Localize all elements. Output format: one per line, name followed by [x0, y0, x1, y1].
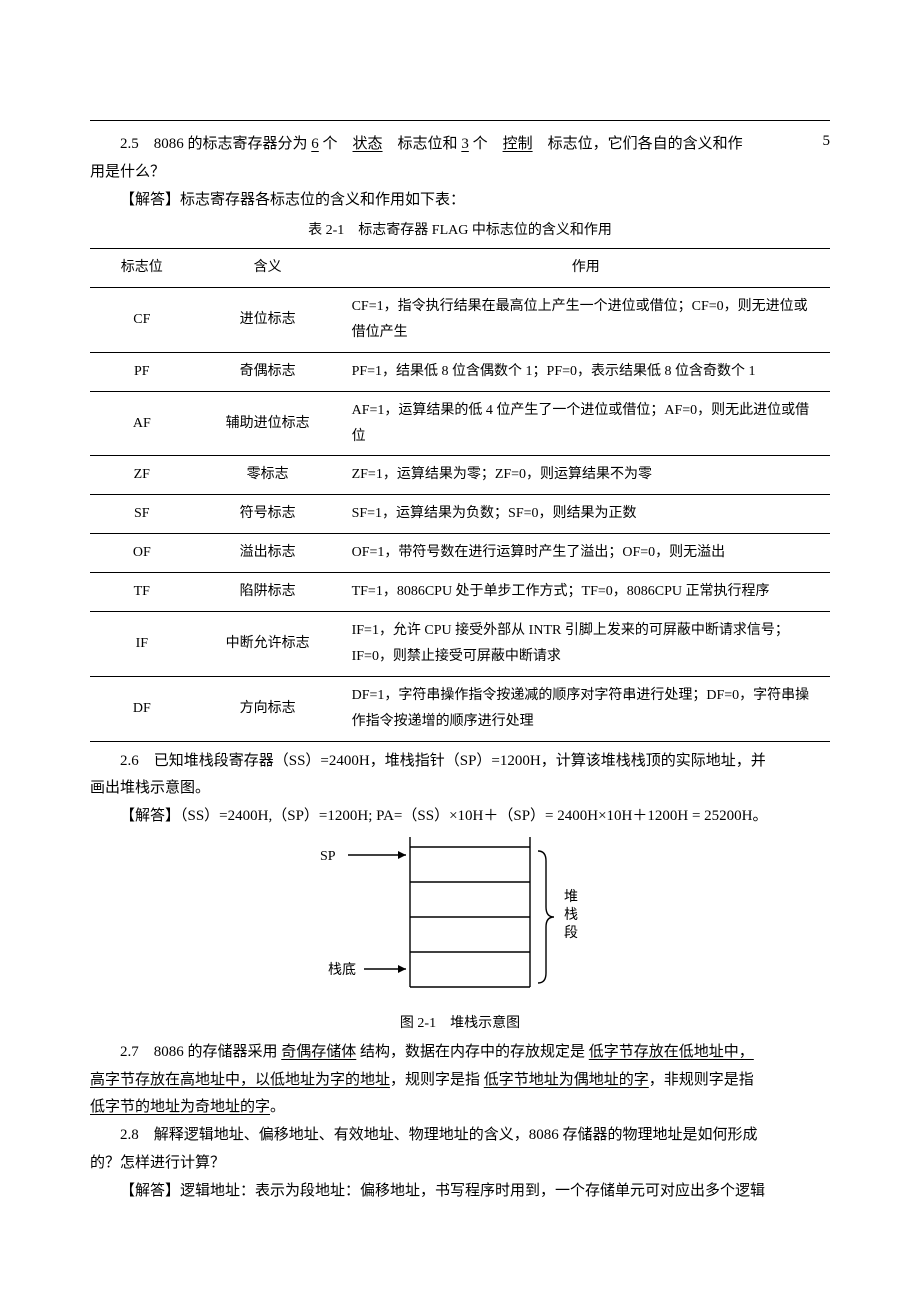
- cell-effect: OF=1，带符号数在进行运算时产生了溢出；OF=0，则无溢出: [342, 534, 830, 573]
- cell-meaning: 溢出标志: [194, 534, 342, 573]
- svg-text:SP: SP: [320, 849, 336, 864]
- cell-effect: ZF=1，运算结果为零；ZF=0，则运算结果不为零: [342, 456, 830, 495]
- cell-bit: CF: [90, 288, 194, 353]
- q25-pre: 2.5 8086 的标志寄存器分为: [120, 136, 311, 152]
- q25-mid2: 标志位和: [383, 136, 462, 152]
- table-row: IF中断允许标志IF=1，允许 CPU 接受外部从 INTR 引脚上发来的可屏蔽…: [90, 612, 830, 677]
- table-row: PF奇偶标志PF=1，结果低 8 位含偶数个 1；PF=0，表示结果低 8 位含…: [90, 352, 830, 391]
- table-row: SF符号标志SF=1，运算结果为负数；SF=0，则结果为正数: [90, 495, 830, 534]
- svg-text:栈底: 栈底: [328, 962, 356, 978]
- page-number: 5: [823, 128, 831, 156]
- table-row: AF辅助进位标志AF=1，运算结果的低 4 位产生了一个进位或借位；AF=0，则…: [90, 391, 830, 456]
- table-header-row: 标志位 含义 作用: [90, 249, 830, 288]
- q27-mid1: 结构，数据在内存中的存放规定是: [356, 1044, 589, 1060]
- q-2-8-line1: 2.8 解释逻辑地址、偏移地址、有效地址、物理地址的含义，8086 存储器的物理…: [90, 1122, 830, 1150]
- cell-meaning: 中断允许标志: [194, 612, 342, 677]
- cell-effect: TF=1，8086CPU 处于单步工作方式；TF=0，8086CPU 正常执行程…: [342, 573, 830, 612]
- cell-meaning: 辅助进位标志: [194, 391, 342, 456]
- q-2-6-line1: 2.6 已知堆栈段寄存器（SS）=2400H，堆栈指针（SP）=1200H，计算…: [90, 748, 830, 776]
- table-row: TF陷阱标志TF=1，8086CPU 处于单步工作方式；TF=0，8086CPU…: [90, 573, 830, 612]
- cell-effect: DF=1，字符串操作指令按递减的顺序对字符串进行处理；DF=0，字符串操作指令按…: [342, 676, 830, 741]
- q27-blank2: 低字节存放在低地址中，: [589, 1044, 754, 1060]
- q25-blank4: 控制: [503, 136, 533, 152]
- top-rule: [90, 120, 830, 121]
- table-row: ZF零标志ZF=1，运算结果为零；ZF=0，则运算结果不为零: [90, 456, 830, 495]
- q27-line2-mid: ，规则字是指: [390, 1072, 484, 1088]
- q27-pre: 2.7 8086 的存储器采用: [120, 1044, 281, 1060]
- q-2-5-line2: 用是什么？: [90, 159, 830, 187]
- cell-bit: IF: [90, 612, 194, 677]
- cell-bit: OF: [90, 534, 194, 573]
- flag-table: 标志位 含义 作用 CF进位标志CF=1，指令执行结果在最高位上产生一个进位或借…: [90, 248, 830, 741]
- cell-meaning: 方向标志: [194, 676, 342, 741]
- q25-post: 标志位，它们各自的含义和作: [533, 136, 743, 152]
- cell-bit: SF: [90, 495, 194, 534]
- stack-figure: SP 栈底 堆栈段 图 2-1 堆栈示意图: [290, 837, 630, 1037]
- q27-line3-blank: 低字节的地址为奇地址的字: [90, 1099, 270, 1115]
- cell-meaning: 陷阱标志: [194, 573, 342, 612]
- cell-bit: DF: [90, 676, 194, 741]
- q25-blank1: 6: [311, 136, 319, 152]
- q27-line2-post: ，非规则字是指: [649, 1072, 754, 1088]
- cell-effect: PF=1，结果低 8 位含偶数个 1；PF=0，表示结果低 8 位含奇数个 1: [342, 352, 830, 391]
- q25-blank3: 3: [461, 136, 469, 152]
- cell-bit: AF: [90, 391, 194, 456]
- q27-line3-post: 。: [270, 1099, 285, 1115]
- th-meaning: 含义: [194, 249, 342, 288]
- svg-text:段: 段: [564, 925, 578, 941]
- cell-effect: CF=1，指令执行结果在最高位上产生一个进位或借位；CF=0，则无进位或借位产生: [342, 288, 830, 353]
- q25-mid1: 个: [319, 136, 353, 152]
- q27-blank1: 奇偶存储体: [281, 1044, 356, 1060]
- q-2-7-line1: 2.7 8086 的存储器采用 奇偶存储体 结构，数据在内存中的存放规定是 低字…: [90, 1039, 830, 1067]
- th-bit: 标志位: [90, 249, 194, 288]
- q25-blank2: 状态: [353, 136, 383, 152]
- cell-effect: IF=1，允许 CPU 接受外部从 INTR 引脚上发来的可屏蔽中断请求信号；I…: [342, 612, 830, 677]
- q-2-7-line3: 低字节的地址为奇地址的字。: [90, 1094, 830, 1122]
- q-2-8-line2: 的？怎样进行计算？: [90, 1150, 830, 1178]
- q25-mid3: 个: [469, 136, 503, 152]
- cell-effect: SF=1，运算结果为负数；SF=0，则结果为正数: [342, 495, 830, 534]
- q-2-5-answer-lead: 【解答】标志寄存器各标志位的含义和作用如下表：: [90, 187, 830, 215]
- th-effect: 作用: [342, 249, 830, 288]
- table-row: CF进位标志CF=1，指令执行结果在最高位上产生一个进位或借位；CF=0，则无进…: [90, 288, 830, 353]
- svg-text:栈: 栈: [564, 907, 578, 923]
- q-2-6-answer: 【解答】（SS）=2400H,（SP）=1200H; PA=（SS）×10H＋（…: [90, 803, 830, 831]
- q-2-5: 2.5 8086 的标志寄存器分为 6 个 状态 标志位和 3 个 控制 标志位…: [90, 131, 830, 159]
- q-2-7-line2: 高字节存放在高地址中，以低地址为字的地址，规则字是指 低字节地址为偶地址的字，非…: [90, 1067, 830, 1095]
- q27-blank2-cont: 高字节存放在高地址中，以低地址为字的地址: [90, 1072, 390, 1088]
- page: 5 2.5 8086 的标志寄存器分为 6 个 状态 标志位和 3 个 控制 标…: [0, 0, 920, 1285]
- cell-meaning: 零标志: [194, 456, 342, 495]
- cell-effect: AF=1，运算结果的低 4 位产生了一个进位或借位；AF=0，则无此进位或借位: [342, 391, 830, 456]
- cell-bit: ZF: [90, 456, 194, 495]
- cell-meaning: 符号标志: [194, 495, 342, 534]
- stack-svg: SP 栈底 堆栈段: [300, 837, 620, 1007]
- svg-text:堆: 堆: [564, 889, 578, 905]
- cell-bit: PF: [90, 352, 194, 391]
- fig-2-1-caption: 图 2-1 堆栈示意图: [290, 1011, 630, 1037]
- q-2-6-line2: 画出堆栈示意图。: [90, 775, 830, 803]
- q27-blank3: 低字节地址为偶地址的字: [484, 1072, 649, 1088]
- cell-bit: TF: [90, 573, 194, 612]
- cell-meaning: 进位标志: [194, 288, 342, 353]
- table-row: DF方向标志DF=1，字符串操作指令按递减的顺序对字符串进行处理；DF=0，字符…: [90, 676, 830, 741]
- table-2-1-caption: 表 2-1 标志寄存器 FLAG 中标志位的含义和作用: [90, 218, 830, 244]
- q-2-8-answer: 【解答】逻辑地址：表示为段地址：偏移地址，书写程序时用到，一个存储单元可对应出多…: [90, 1178, 830, 1206]
- table-row: OF溢出标志OF=1，带符号数在进行运算时产生了溢出；OF=0，则无溢出: [90, 534, 830, 573]
- cell-meaning: 奇偶标志: [194, 352, 342, 391]
